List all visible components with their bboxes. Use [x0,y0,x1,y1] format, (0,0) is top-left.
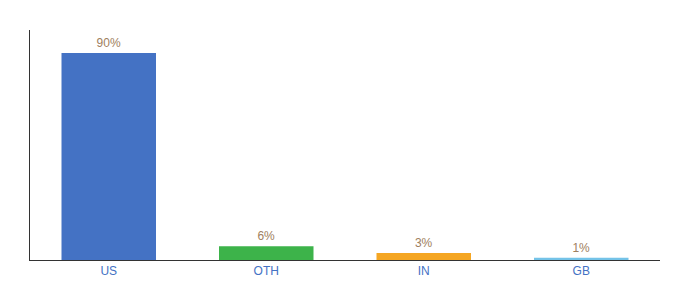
svg-text:US: US [100,264,117,278]
svg-text:GB: GB [573,264,590,278]
svg-text:6%: 6% [257,229,275,243]
svg-text:3%: 3% [415,236,433,250]
svg-text:IN: IN [418,264,430,278]
svg-text:90%: 90% [97,36,121,50]
svg-text:OTH: OTH [254,264,279,278]
svg-text:1%: 1% [572,241,590,255]
